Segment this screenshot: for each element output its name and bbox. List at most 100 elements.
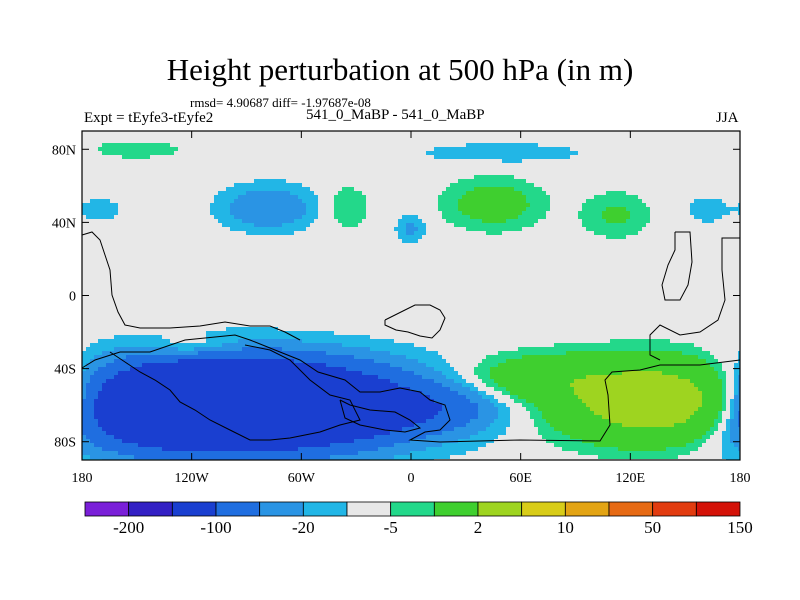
field-cell xyxy=(594,395,598,399)
field-cell xyxy=(626,427,630,431)
field-cell xyxy=(478,199,482,203)
field-cell xyxy=(482,359,486,363)
field-cell xyxy=(574,423,578,427)
field-cell xyxy=(334,407,338,411)
field-cell xyxy=(486,191,490,195)
field-cell xyxy=(738,371,740,375)
field-cell xyxy=(138,335,142,339)
field-cell xyxy=(598,431,602,435)
field-cell xyxy=(342,383,346,387)
field-cell xyxy=(246,231,250,235)
field-cell xyxy=(218,395,222,399)
field-cell xyxy=(138,155,142,159)
field-cell xyxy=(638,339,642,343)
field-cell xyxy=(406,347,410,351)
field-cell xyxy=(114,375,118,379)
field-cell xyxy=(438,363,442,367)
field-cell xyxy=(406,227,410,231)
field-cell xyxy=(586,367,590,371)
field-cell xyxy=(478,223,482,227)
field-cell xyxy=(534,187,538,191)
field-cell xyxy=(350,223,354,227)
field-cell xyxy=(646,339,650,343)
field-cell xyxy=(402,215,406,219)
field-cell xyxy=(634,427,638,431)
field-cell xyxy=(734,387,738,391)
field-cell xyxy=(638,419,642,423)
field-cell xyxy=(662,355,666,359)
field-cell xyxy=(342,351,346,355)
field-cell xyxy=(330,335,334,339)
field-cell xyxy=(122,395,126,399)
field-cell xyxy=(738,399,740,403)
field-cell xyxy=(602,351,606,355)
field-cell xyxy=(454,419,458,423)
field-cell xyxy=(246,327,250,331)
field-cell xyxy=(242,339,246,343)
field-cell xyxy=(574,387,578,391)
field-cell xyxy=(162,151,166,155)
field-cell xyxy=(290,411,294,415)
field-cell xyxy=(562,379,566,383)
field-cell xyxy=(130,427,134,431)
field-cell xyxy=(214,215,218,219)
field-cell xyxy=(506,359,510,363)
field-cell xyxy=(246,383,250,387)
field-cell xyxy=(566,363,570,367)
field-cell xyxy=(434,351,438,355)
field-cell xyxy=(306,331,310,335)
field-cell xyxy=(610,407,614,411)
field-cell xyxy=(454,371,458,375)
field-cell xyxy=(274,195,278,199)
field-cell xyxy=(706,419,710,423)
field-cell xyxy=(86,387,90,391)
field-cell xyxy=(598,427,602,431)
field-cell xyxy=(666,359,670,363)
field-cell xyxy=(390,343,394,347)
field-cell xyxy=(114,207,118,211)
field-cell xyxy=(346,191,350,195)
field-cell xyxy=(274,215,278,219)
field-cell xyxy=(578,211,582,215)
field-cell xyxy=(718,203,722,207)
field-cell xyxy=(398,407,402,411)
field-cell xyxy=(590,379,594,383)
field-cell xyxy=(166,383,170,387)
field-cell xyxy=(402,395,406,399)
field-cell xyxy=(94,399,98,403)
field-cell xyxy=(698,431,702,435)
field-cell xyxy=(630,379,634,383)
field-cell xyxy=(566,403,570,407)
field-cell xyxy=(470,215,474,219)
field-cell xyxy=(366,399,370,403)
field-cell xyxy=(502,403,506,407)
field-cell xyxy=(318,367,322,371)
field-cell xyxy=(194,375,198,379)
field-cell xyxy=(154,355,158,359)
field-cell xyxy=(646,391,650,395)
field-cell xyxy=(294,363,298,367)
field-cell xyxy=(406,367,410,371)
field-cell xyxy=(490,203,494,207)
field-cell xyxy=(478,375,482,379)
field-cell xyxy=(114,355,118,359)
field-cell xyxy=(238,435,242,439)
field-cell xyxy=(598,219,602,223)
field-cell xyxy=(478,403,482,407)
field-cell xyxy=(118,427,122,431)
field-cell xyxy=(506,207,510,211)
field-cell xyxy=(206,347,210,351)
field-cell xyxy=(242,223,246,227)
field-cell xyxy=(706,363,710,367)
field-cell xyxy=(518,159,522,163)
field-cell xyxy=(706,379,710,383)
field-cell xyxy=(462,195,466,199)
field-cell xyxy=(114,335,118,339)
field-cell xyxy=(202,419,206,423)
field-cell xyxy=(426,151,430,155)
field-cell xyxy=(646,383,650,387)
field-cell xyxy=(230,363,234,367)
field-cell xyxy=(230,375,234,379)
field-cell xyxy=(102,431,106,435)
field-cell xyxy=(550,147,554,151)
